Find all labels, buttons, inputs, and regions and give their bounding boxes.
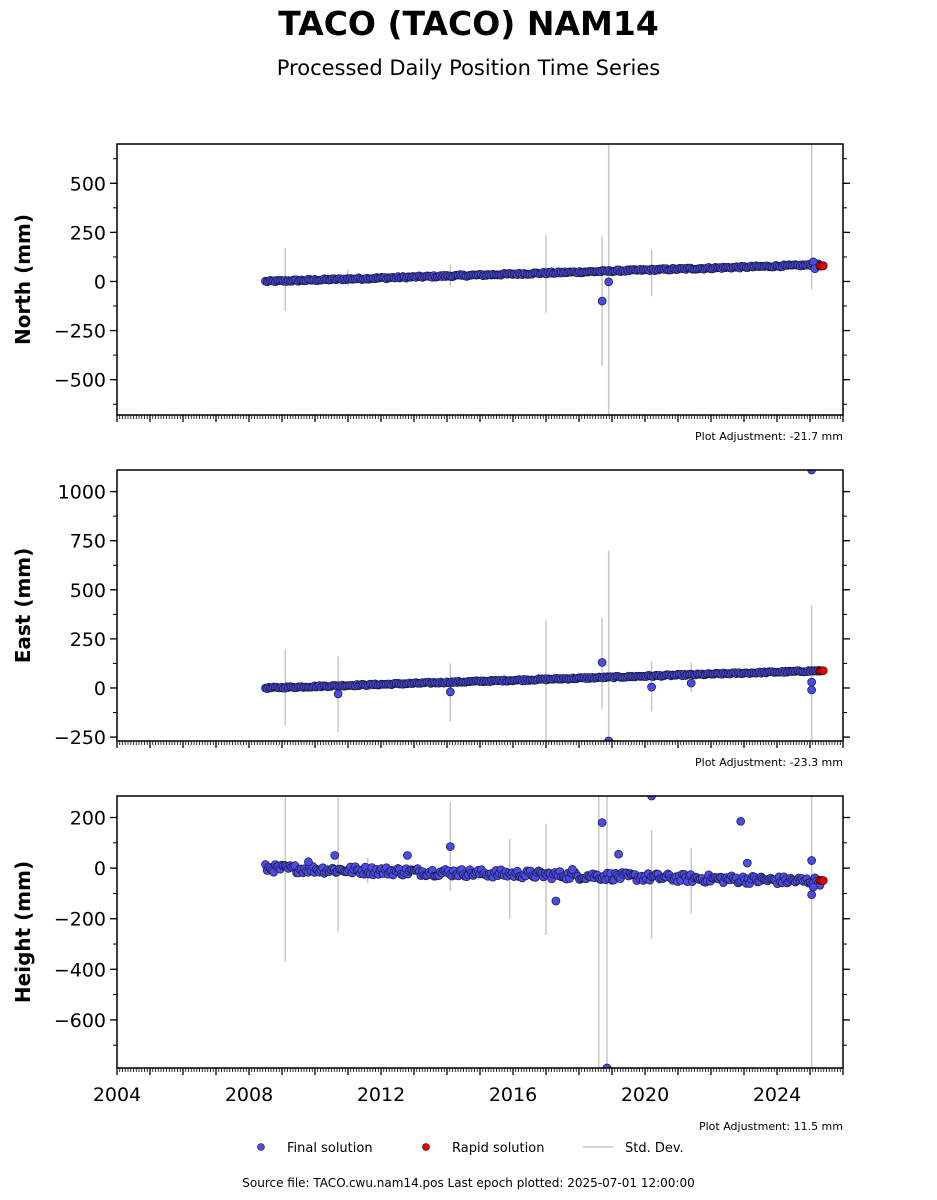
plot-area bbox=[261, 796, 828, 1068]
plot-adjustment-note: Plot Adjustment: 11.5 mm bbox=[699, 1120, 843, 1133]
y-tick-label: −200 bbox=[54, 909, 106, 931]
x-tick-label: 2004 bbox=[93, 1084, 141, 1106]
y-tick-label: 0 bbox=[94, 858, 106, 880]
legend-final-label: Final solution bbox=[287, 1141, 373, 1156]
final-solution-point bbox=[597, 658, 607, 667]
final-solution-point bbox=[551, 896, 561, 906]
rapid-solution-point bbox=[818, 666, 828, 676]
legend-rapid-label: Rapid solution bbox=[452, 1141, 544, 1156]
x-tick-label: 2024 bbox=[753, 1084, 801, 1106]
plot-adjustment-note: Plot Adjustment: -23.3 mm bbox=[695, 756, 843, 769]
legend-final-marker bbox=[257, 1143, 265, 1151]
legend-rapid-marker bbox=[422, 1143, 430, 1151]
final-solution-point bbox=[333, 689, 343, 699]
final-solution-point bbox=[403, 851, 412, 860]
y-axis-label: North (mm) bbox=[11, 214, 35, 345]
source-footer: Source file: TACO.cwu.nam14.pos Last epo… bbox=[242, 1176, 695, 1190]
final-solution-point bbox=[604, 736, 614, 741]
y-tick-label: 1000 bbox=[58, 482, 106, 504]
panel-frame bbox=[116, 143, 844, 416]
rapid-solution-point bbox=[818, 261, 828, 271]
y-tick-label: 750 bbox=[70, 531, 106, 553]
y-tick-label: −250 bbox=[54, 321, 106, 343]
y-tick-label: −400 bbox=[54, 959, 106, 981]
final-solution-point bbox=[614, 849, 623, 859]
final-solution-point bbox=[807, 677, 817, 687]
final-solution-point bbox=[736, 816, 746, 826]
final-solution-point bbox=[808, 882, 818, 892]
rapid-solution-point bbox=[818, 876, 828, 885]
y-tick-label: 0 bbox=[94, 271, 106, 293]
panel-frame bbox=[116, 795, 844, 1069]
chart-subtitle: Processed Daily Position Time Series bbox=[276, 56, 661, 80]
y-axis-label: East (mm) bbox=[11, 548, 35, 664]
final-solution-point bbox=[330, 851, 340, 860]
y-tick-label: 250 bbox=[70, 222, 106, 244]
final-solution-point bbox=[602, 1063, 612, 1068]
final-solution-point bbox=[604, 277, 614, 287]
final-solution-point bbox=[304, 857, 313, 867]
y-tick-label: 0 bbox=[94, 678, 106, 700]
final-solution-point bbox=[597, 818, 607, 827]
chart-title: TACO (TACO) NAM14 bbox=[278, 4, 659, 43]
final-solution-point bbox=[742, 858, 752, 868]
final-solution-point bbox=[568, 865, 577, 874]
y-tick-label: −500 bbox=[54, 370, 106, 392]
panel-frame bbox=[116, 469, 844, 742]
final-solution-point bbox=[807, 470, 816, 475]
final-solution-point bbox=[647, 682, 656, 692]
plot-area bbox=[261, 470, 828, 741]
y-tick-label: 200 bbox=[70, 808, 106, 830]
legend-std-label: Std. Dev. bbox=[625, 1141, 684, 1156]
panel-2: −600 −400 −200 0 200 Height (mm) Plot Adjustme… bbox=[11, 795, 850, 1133]
plot-adjustment-note: Plot Adjustment: -21.7 mm bbox=[695, 430, 843, 443]
y-tick-label: 500 bbox=[70, 173, 106, 195]
final-solution-point bbox=[445, 687, 455, 697]
plot-area bbox=[261, 144, 828, 415]
y-axis-label: Height (mm) bbox=[11, 861, 35, 1003]
final-solution-point bbox=[807, 890, 817, 900]
panel-1: −250 0 250 500 750 1000 East (mm) Plot Adjustme… bbox=[11, 469, 850, 769]
y-tick-label: −250 bbox=[54, 727, 106, 749]
final-solution-point bbox=[445, 842, 455, 851]
final-solution-point bbox=[597, 296, 607, 306]
y-tick-label: 500 bbox=[70, 580, 106, 602]
final-solution-point bbox=[686, 678, 696, 688]
y-tick-label: 250 bbox=[70, 629, 106, 651]
x-tick-label: 2012 bbox=[357, 1084, 405, 1106]
legend: Final solution Rapid solution Std. Dev. bbox=[257, 1141, 684, 1156]
x-tick-label: 2008 bbox=[225, 1084, 273, 1106]
final-solution-point bbox=[647, 796, 656, 801]
x-tick-label: 2016 bbox=[489, 1084, 537, 1106]
final-solution-point bbox=[807, 856, 817, 865]
panel-0: −500 −250 0 250 500 North (mm) Plot Adjustment… bbox=[11, 143, 850, 443]
y-tick-label: −600 bbox=[54, 1010, 106, 1032]
final-solution-point bbox=[807, 685, 817, 695]
x-tick-label: 2020 bbox=[621, 1084, 669, 1106]
